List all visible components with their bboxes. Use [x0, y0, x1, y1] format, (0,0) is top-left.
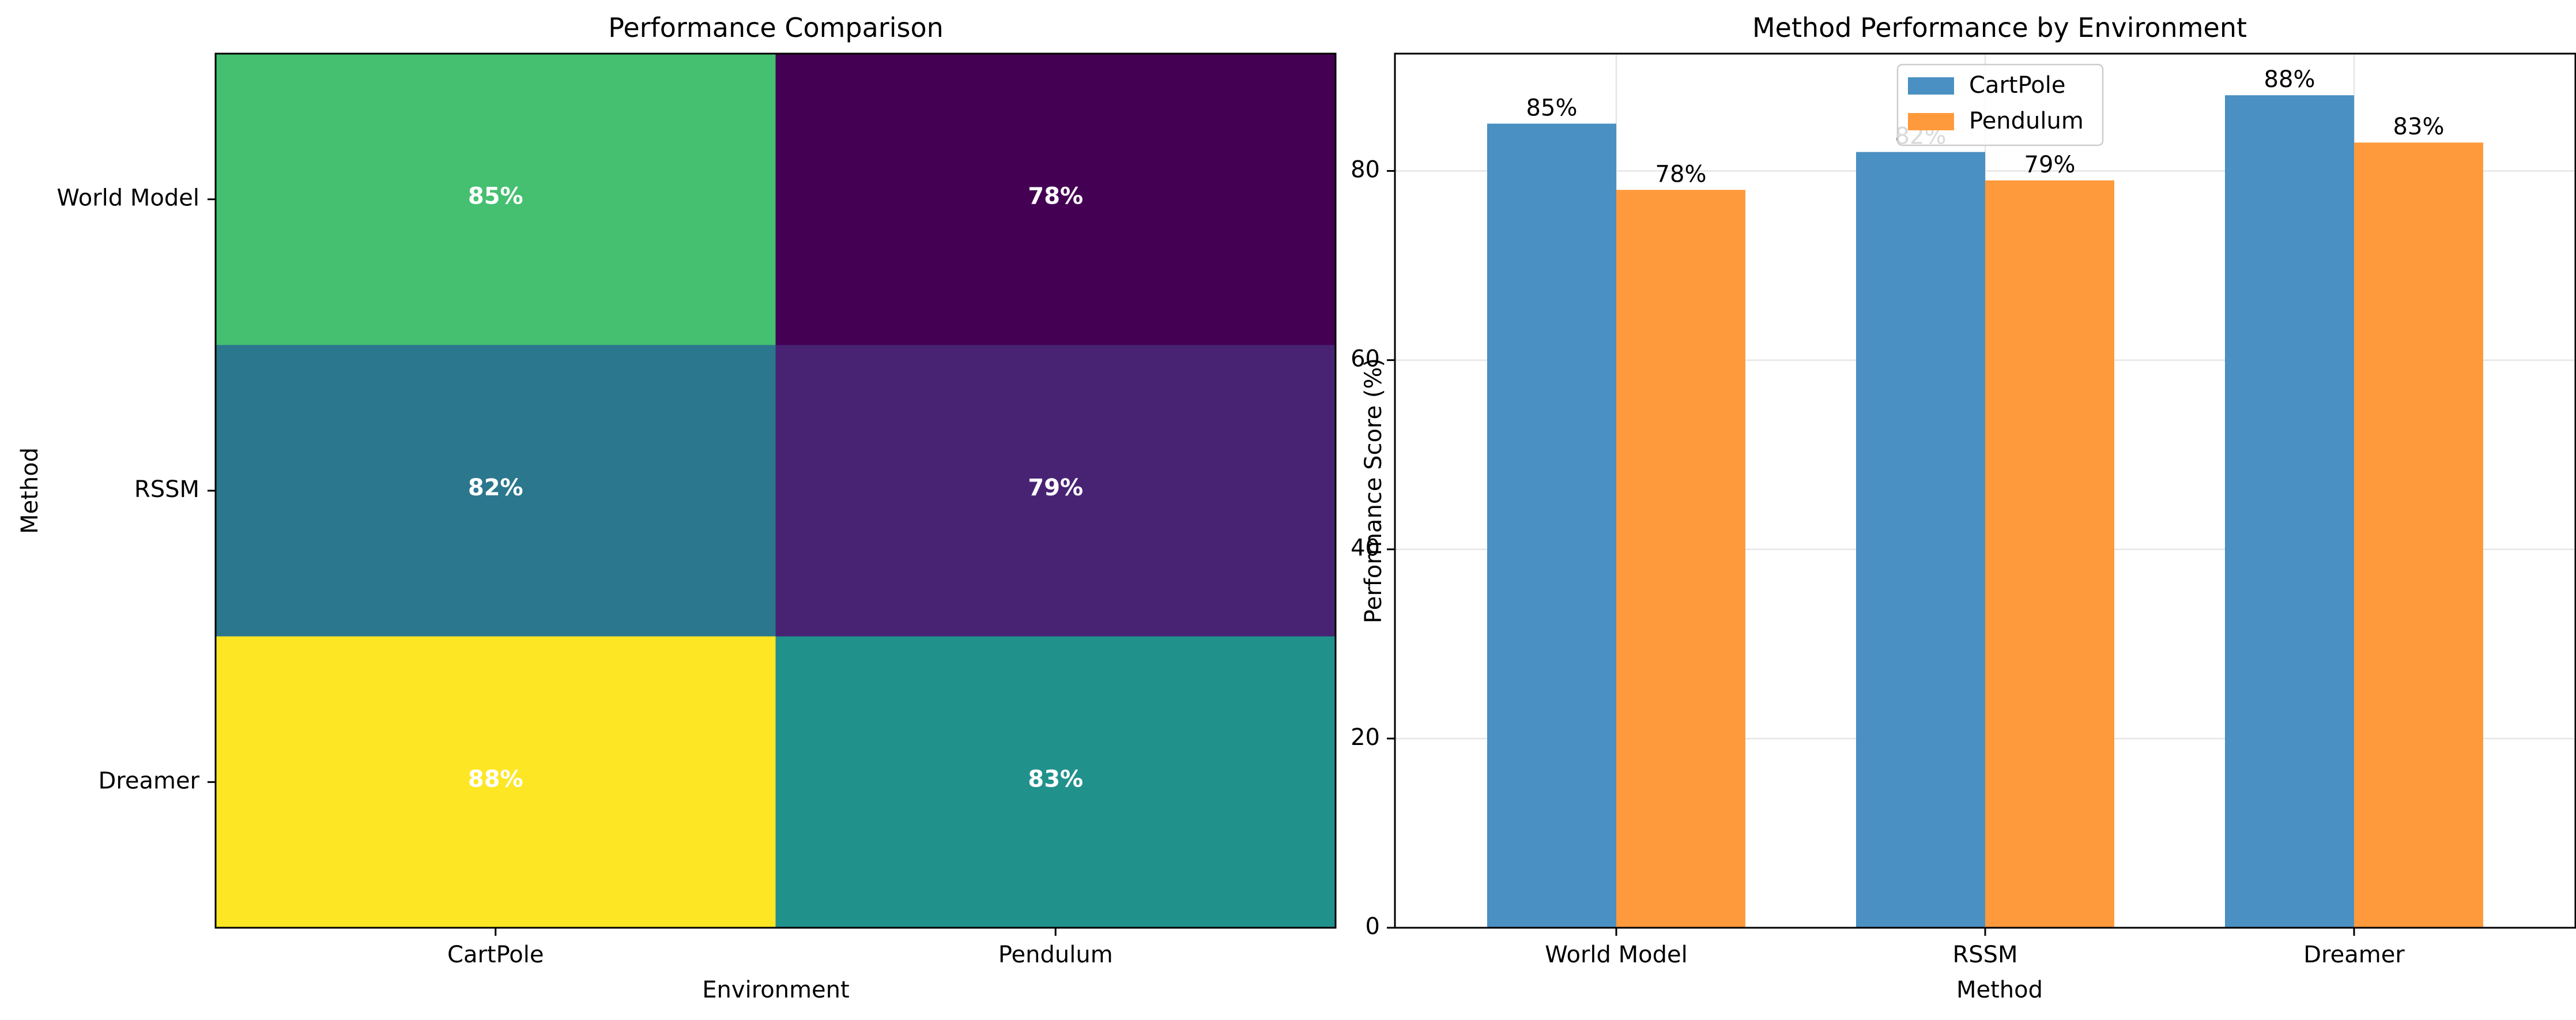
- bar-y-tick-label: 0: [1366, 913, 1380, 940]
- bar-pendulum: [2354, 142, 2483, 928]
- bar-x-tick-label: World Model: [1545, 942, 1687, 968]
- heatmap-cell-label: 88%: [468, 766, 523, 792]
- bar-value-label: 88%: [2264, 66, 2315, 93]
- heatmap-cells: [216, 54, 1336, 928]
- heatmap-cell: [216, 636, 776, 928]
- bar-y-tick-label: 40: [1351, 535, 1380, 562]
- bar-x-ticks: World Model RSSM Dreamer: [1545, 928, 2405, 968]
- heatmap-x-ticks: CartPole Pendulum: [447, 928, 1113, 968]
- heatmap-y-tick-label: RSSM: [134, 476, 199, 503]
- bar-x-tick-label: RSSM: [1952, 942, 2017, 968]
- heatmap-cell-label: 82%: [468, 475, 523, 501]
- bar-cartpole: [1856, 152, 1985, 928]
- bar-pendulum: [1616, 190, 1745, 928]
- legend-label-cartpole: CartPole: [1969, 72, 2065, 99]
- heatmap-cell: [216, 345, 776, 637]
- legend-swatch-pendulum: [1908, 113, 1954, 130]
- heatmap-y-tick-label: World Model: [57, 185, 199, 212]
- bar-title: Method Performance by Environment: [1752, 12, 2247, 43]
- legend-swatch-cartpole: [1908, 77, 1954, 95]
- bar-cartpole: [1487, 123, 1616, 928]
- bar-y-ticks: 0 20 40 60 80: [1351, 156, 1395, 940]
- heatmap-cell-label: 83%: [1028, 766, 1083, 792]
- heatmap-panel: Performance Comparison 85% 78% 82% 79% 88% 83…: [17, 12, 1337, 1003]
- heatmap-cell-label: 79%: [1028, 475, 1083, 501]
- heatmap-cell: [216, 54, 776, 345]
- heatmap-y-tick-label: Dreamer: [98, 767, 199, 794]
- heatmap-title: Performance Comparison: [608, 12, 944, 43]
- bar-x-label: Method: [1956, 977, 2043, 1003]
- bar-value-label: 85%: [1526, 95, 1578, 121]
- bar-y-tick-label: 60: [1351, 346, 1380, 372]
- heatmap-cell-label: 85%: [468, 183, 523, 210]
- bar-value-label: 83%: [2393, 114, 2445, 140]
- bar-panel: Method Performance by Environment 85%82%…: [1351, 12, 2576, 1003]
- heatmap-cell: [775, 636, 1336, 928]
- heatmap-cell: [775, 54, 1336, 345]
- heatmap-y-label: Method: [17, 447, 43, 534]
- bar-value-label: 79%: [2024, 152, 2076, 178]
- heatmap-y-ticks: World Model RSSM Dreamer: [57, 185, 216, 794]
- bar-y-label: Performance Score (%): [1360, 358, 1387, 623]
- heatmap-x-label: Environment: [702, 977, 849, 1003]
- heatmap-cell: [775, 345, 1336, 637]
- bar-cartpole: [2225, 95, 2354, 928]
- bar-legend: CartPole Pendulum: [1896, 63, 2104, 146]
- bar-value-label: 78%: [1655, 161, 1707, 187]
- heatmap-cell-label: 78%: [1028, 183, 1083, 210]
- bar-x-tick-label: Dreamer: [2303, 942, 2405, 968]
- heatmap-x-tick-label: Pendulum: [998, 942, 1113, 968]
- bar-bars: [1487, 95, 2483, 928]
- heatmap-cell-labels: 85% 78% 82% 79% 88% 83%: [468, 183, 1083, 793]
- bar-pendulum: [1985, 180, 2114, 928]
- heatmap-x-tick-label: CartPole: [447, 942, 544, 968]
- legend-label-pendulum: Pendulum: [1969, 108, 2084, 134]
- bar-y-tick-label: 20: [1351, 724, 1380, 751]
- bar-y-tick-label: 80: [1351, 156, 1380, 183]
